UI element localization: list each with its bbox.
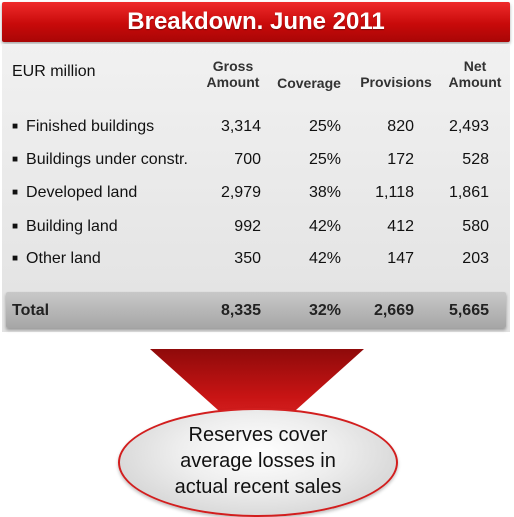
unit-label: EUR million xyxy=(12,63,96,80)
bullet-icon: ■ xyxy=(12,154,19,165)
bullet-icon: ■ xyxy=(12,187,19,198)
col-header-gross: Gross Amount xyxy=(198,58,268,90)
callout-oval xyxy=(118,408,398,517)
row-label: ■ Buildings under constr. xyxy=(12,151,188,169)
col-header-net-line2: Amount xyxy=(448,74,502,90)
cell-net: 528 xyxy=(462,151,489,168)
row-label: ■ Building land xyxy=(12,218,118,236)
total-label: Total xyxy=(12,302,50,319)
cell-net: 203 xyxy=(462,250,489,267)
total-provisions: 2,669 xyxy=(373,302,414,319)
cell-coverage: 25% xyxy=(308,151,341,168)
bullet-icon: ■ xyxy=(12,221,19,232)
cell-gross: 2,979 xyxy=(220,184,261,201)
callout-text: Reserves cover average losses in actual … xyxy=(118,422,398,500)
cell-provisions: 147 xyxy=(387,250,414,267)
col-header-gross-line2: Amount xyxy=(206,74,260,90)
cell-gross: 700 xyxy=(234,151,261,168)
callout-line-1: Reserves cover xyxy=(188,424,328,446)
cell-gross: 3,314 xyxy=(220,118,261,135)
row-label: ■ Finished buildings xyxy=(12,118,154,136)
cell-coverage: 38% xyxy=(308,184,341,201)
row-label-text: Buildings under constr. xyxy=(26,151,188,168)
row-label-text: Building land xyxy=(26,218,118,235)
table-panel xyxy=(2,44,510,332)
cell-net: 1,861 xyxy=(448,184,489,201)
col-header-coverage: Coverage xyxy=(277,75,341,91)
row-label-text: Developed land xyxy=(26,184,138,201)
callout-line-2: average losses in xyxy=(180,450,336,472)
bullet-icon: ■ xyxy=(12,121,19,132)
cell-net: 2,493 xyxy=(448,118,489,135)
title-banner: Breakdown. June 2011 xyxy=(2,2,510,42)
down-arrow-icon xyxy=(150,349,364,445)
row-label: ■ Other land xyxy=(12,250,101,268)
cell-provisions: 820 xyxy=(387,118,414,135)
cell-coverage: 42% xyxy=(308,218,341,235)
cell-net: 580 xyxy=(462,218,489,235)
cell-coverage: 25% xyxy=(308,118,341,135)
col-header-provisions: Provisions xyxy=(360,74,432,90)
col-header-net: Net Amount xyxy=(442,58,508,90)
row-label-text: Other land xyxy=(26,250,101,267)
total-coverage: 32% xyxy=(308,302,341,319)
bullet-icon: ■ xyxy=(12,253,19,264)
total-gross: 8,335 xyxy=(220,302,261,319)
callout-line-3: actual recent sales xyxy=(174,476,342,498)
total-net: 5,665 xyxy=(448,302,489,319)
row-label-text: Finished buildings xyxy=(26,118,155,135)
cell-provisions: 172 xyxy=(387,151,414,168)
cell-provisions: 412 xyxy=(387,218,414,235)
col-header-gross-line1: Gross xyxy=(212,58,254,74)
cell-provisions: 1,118 xyxy=(375,184,414,201)
row-label: ■ Developed land xyxy=(12,184,137,202)
col-header-net-line1: Net xyxy=(463,58,487,74)
cell-coverage: 42% xyxy=(308,250,341,267)
cell-gross: 350 xyxy=(234,250,261,267)
cell-gross: 992 xyxy=(234,218,261,235)
page-title: Breakdown. June 2011 xyxy=(127,8,385,35)
total-row-bar xyxy=(6,292,506,328)
